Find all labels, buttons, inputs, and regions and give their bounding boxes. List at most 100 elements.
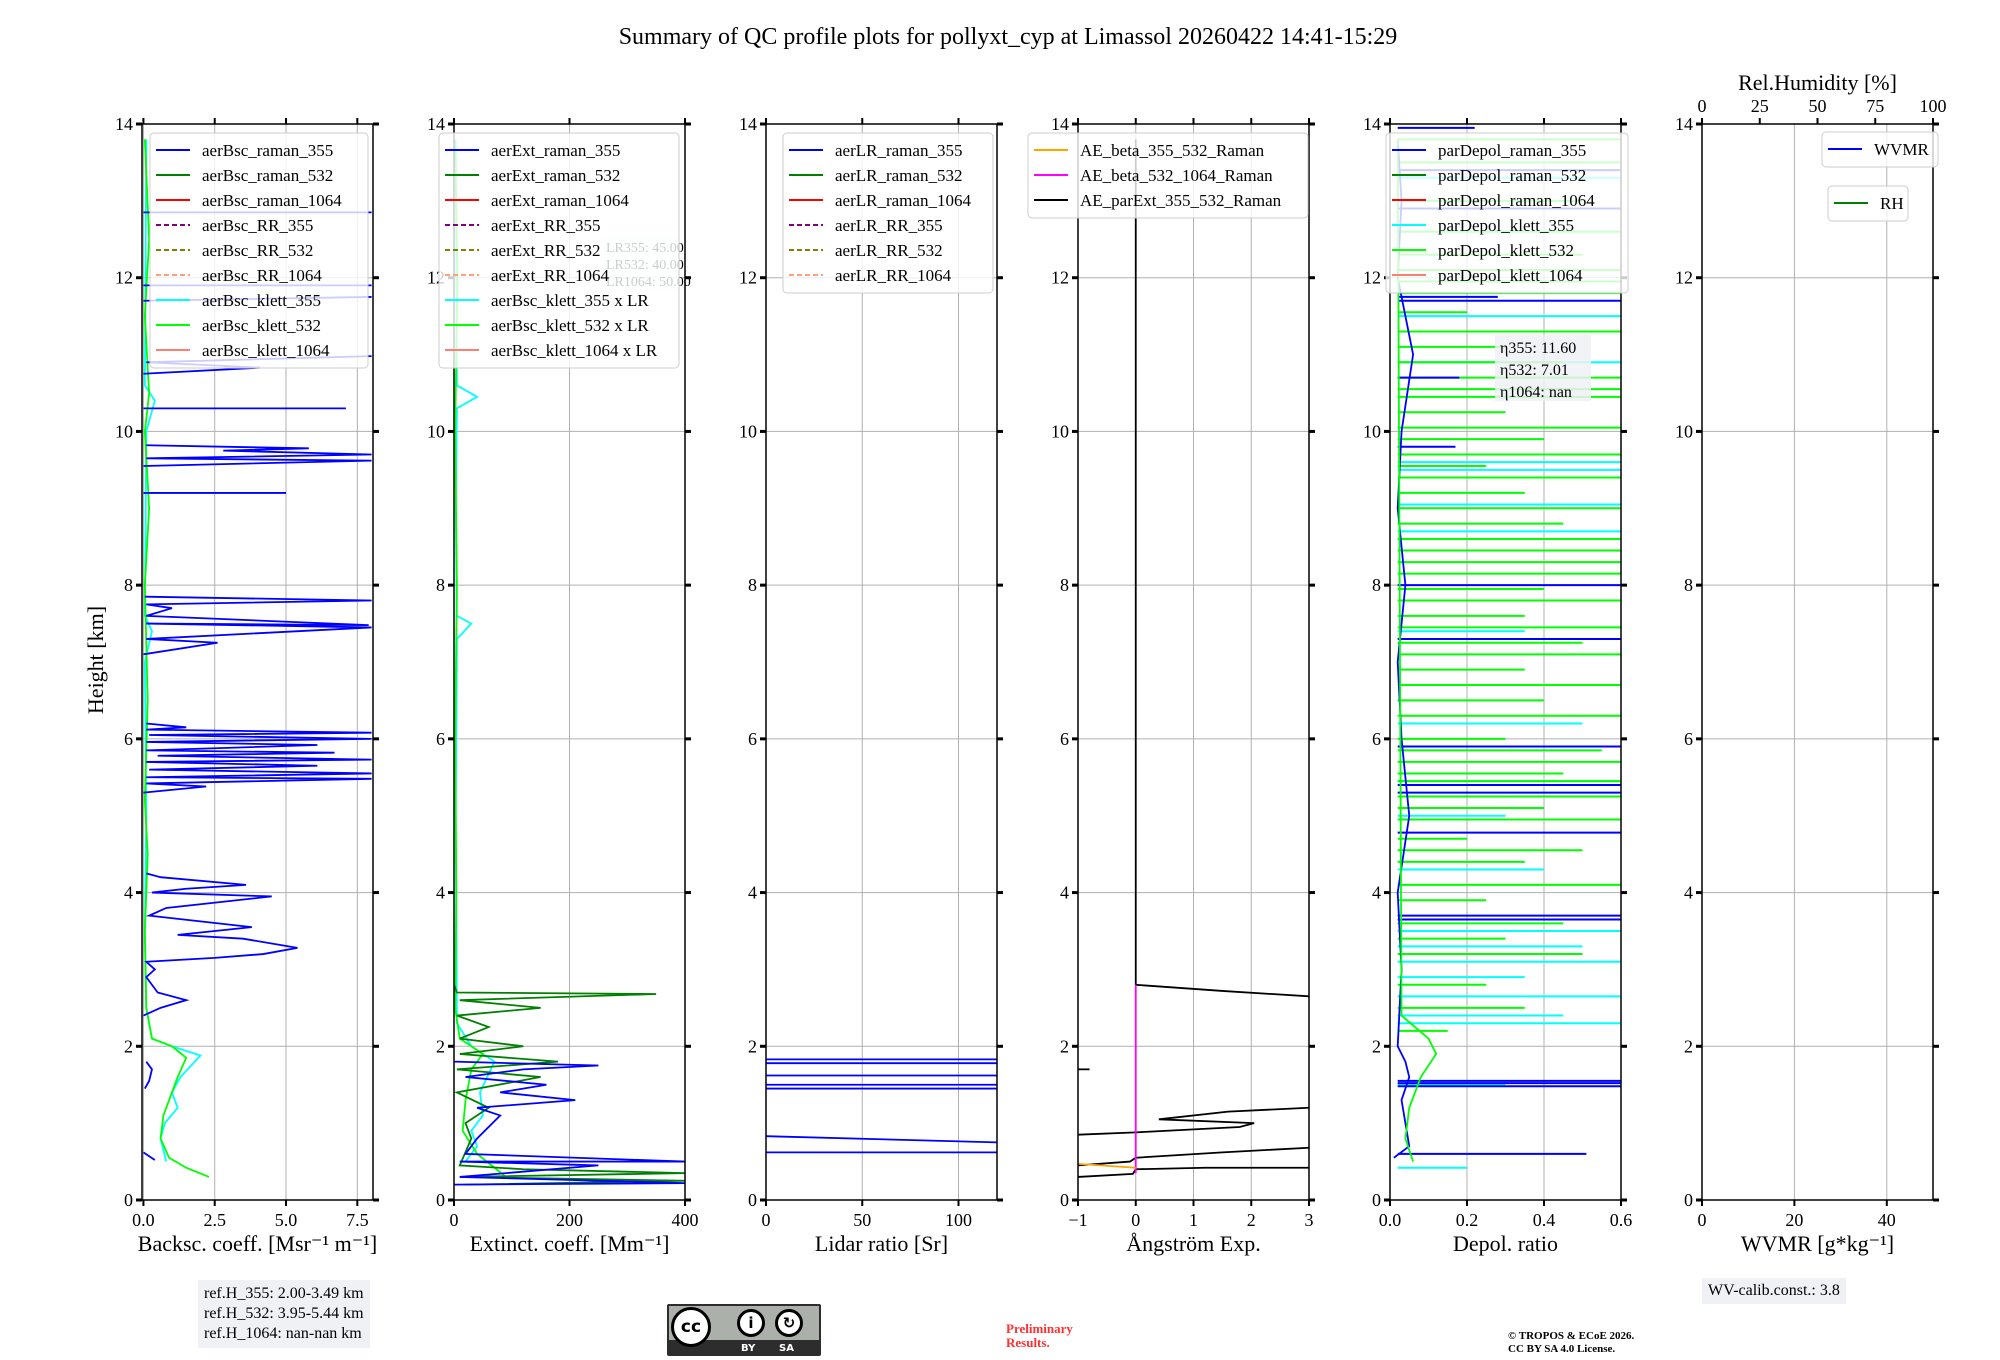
y-tick-label: 14 [739,114,757,134]
y-tick-label: 8 [1060,575,1069,595]
y-tick-label: 2 [1060,1036,1069,1056]
x-tick-label: 0 [450,1210,459,1230]
legend-label: aerBsc_klett_1064 x LR [491,341,658,360]
figure-title: Summary of QC profile plots for pollyxt_… [619,24,1398,50]
cc-icon: cc [671,1307,711,1347]
y-axis-label: Height [km] [83,606,108,714]
series-aerBsc_klett_532 [143,139,210,1178]
series-line [143,872,298,1017]
legend-label: aerBsc_RR_355 [202,216,313,235]
x-axis-label: Depol. ratio [1453,1231,1558,1256]
eta-box [1495,335,1591,401]
y-tick-label: 0 [748,1190,757,1210]
series-line [1396,139,1438,1162]
y-tick-label: 0 [1060,1190,1069,1210]
cc-sa-label: SA [779,1343,794,1354]
y-tick-label: 2 [1684,1036,1693,1056]
x-tick-label: 0 [1131,1210,1140,1230]
x-tick-label: 1 [1189,1210,1198,1230]
x-tick-label: 20 [1785,1210,1803,1230]
x-tick-label: 0.0 [1379,1210,1402,1230]
series-line [1135,983,1309,998]
copyright-note: © TROPOS & ECoE 2026. CC BY SA 4.0 Licen… [1508,1330,1634,1356]
y-tick-label: 8 [1372,575,1381,595]
series-aerBsc_klett_532 x LR [454,139,507,1178]
x-tick-label: −1 [1068,1210,1087,1230]
x-axis-label: Ångström Exp. [1126,1231,1260,1256]
top-x-tick-label: 75 [1866,96,1884,116]
y-tick-label: 10 [1051,421,1069,441]
legend-label: aerLR_RR_355 [835,216,943,235]
y-tick-label: 14 [427,114,445,134]
y-tick-label: 10 [115,421,133,441]
legend-label: aerLR_raman_1064 [835,191,971,210]
y-tick-label: 0 [1684,1190,1693,1210]
y-tick-label: 4 [1372,883,1381,903]
x-axis-label: Backsc. coeff. [Msr⁻¹ m⁻¹] [138,1231,377,1256]
x-tick-label: 0 [1698,1210,1707,1230]
legend-label: parDepol_raman_532 [1438,166,1586,185]
x-tick-label: 400 [672,1210,699,1230]
legend-label: aerLR_RR_532 [835,241,943,260]
y-tick-label: 8 [748,575,757,595]
y-tick-label: 10 [1363,421,1381,441]
wv-calibration-box: WV-calib.const.: 3.8 [1702,1278,1846,1304]
series-line [1078,1162,1136,1169]
x-tick-label: 7.5 [346,1210,369,1230]
y-tick-label: 14 [1363,114,1381,134]
series-line [144,1061,153,1089]
legend-label: parDepol_raman_1064 [1438,191,1595,210]
y-tick-label: 6 [436,729,445,749]
y-tick-label: 8 [436,575,445,595]
refh-532: ref.H_532: 3.95-5.44 km [204,1305,364,1322]
share-alike-icon: ↻ [775,1309,803,1337]
legend-label: aerExt_raman_355 [491,141,620,160]
legend-label: aerLR_RR_1064 [835,266,952,285]
legend-label: parDepol_klett_532 [1438,241,1574,260]
series-line [143,595,372,656]
y-tick-label: 6 [748,729,757,749]
x-tick-label: 0.6 [1610,1210,1633,1230]
legend-label: AE_beta_355_532_Raman [1080,141,1265,160]
series-line [454,984,685,1186]
panel-1-legend-box [149,132,369,369]
legend-label: aerLR_raman_355 [835,141,962,160]
y-tick-label: 8 [1684,575,1693,595]
series-aerExt_raman_355 [454,1060,685,1186]
x-tick-label: 0.2 [1456,1210,1479,1230]
reference-height-box: ref.H_355: 2.00-3.49 km ref.H_532: 3.95-… [198,1280,370,1348]
y-tick-label: 12 [115,268,133,288]
series-parDepol_raman_355 [1393,139,1415,1159]
series-aerExt_raman_532 [454,984,685,1186]
eta-value: η532: 7.01 [1500,362,1569,379]
x-tick-label: 100 [945,1210,972,1230]
legend-label: parDepol_klett_1064 [1438,266,1583,285]
legend-label: aerBsc_klett_532 x LR [491,316,649,335]
y-tick-label: 0 [124,1190,133,1210]
y-tick-label: 6 [1372,729,1381,749]
y-tick-label: 4 [1684,883,1693,903]
y-tick-label: 10 [1675,421,1693,441]
top-x-tick-label: 25 [1751,96,1769,116]
y-tick-label: 2 [748,1036,757,1056]
x-tick-label: 0.4 [1533,1210,1556,1230]
y-tick-label: 6 [1060,729,1069,749]
y-tick-label: 4 [1060,883,1069,903]
cc-by-sa-license-badge: cc i ↻ BY SA [667,1304,821,1356]
y-tick-label: 12 [1051,268,1069,288]
y-tick-label: 4 [124,883,133,903]
x-axis-label: Extinct. coeff. [Mm⁻¹] [470,1231,670,1256]
legend-label: aerBsc_raman_1064 [202,191,342,210]
copyright-line-1: © TROPOS & ECoE 2026. [1508,1330,1635,1342]
x-axis-label: Lidar ratio [Sr] [815,1231,948,1256]
series-line [142,1151,156,1161]
legend-label: aerBsc_klett_532 [202,316,321,335]
y-tick-label: 2 [436,1036,445,1056]
series-parDepol_klett_355 [1397,176,1621,1169]
cc-by-label: BY [741,1343,756,1354]
legend-label: AE_beta_532_1064_Raman [1080,166,1273,185]
plot-area [766,1058,997,1154]
legend-label: parDepol_raman_355 [1438,141,1586,160]
top-x-tick-label: 100 [1920,96,1947,116]
